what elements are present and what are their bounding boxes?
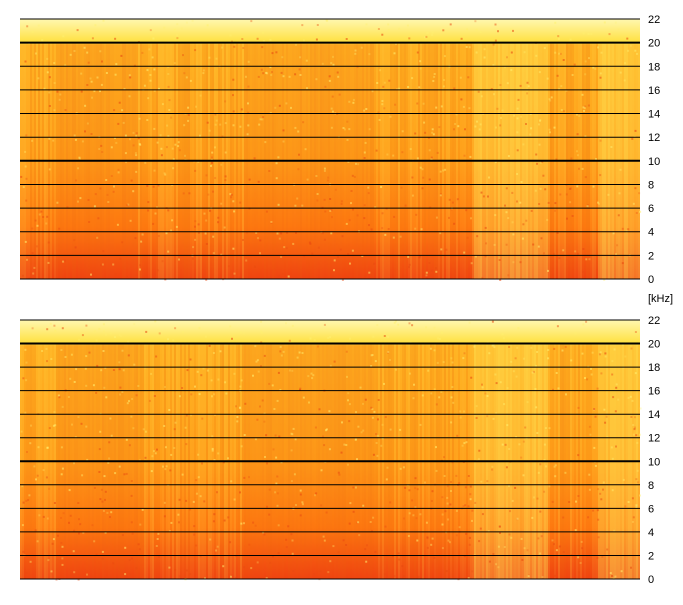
y-tick-label-16: 16 [648,85,660,97]
y-tick-label-14: 14 [648,109,660,121]
spectrogram-panel-1: 0 2 4 6 8 10 12 14 16 18 20 22 [20,14,660,286]
y-tick-label-20: 20 [648,339,660,351]
y-tick-label-10: 10 [648,156,660,168]
spectrogram-panel-2: 0 2 4 6 8 10 12 14 16 18 20 22 [20,315,660,586]
spectrogram-texture [20,19,642,281]
y-tick-label-16: 16 [648,386,660,398]
y-tick-label-4: 4 [648,227,654,239]
y-tick-label-6: 6 [648,503,654,515]
y-tick-label-22: 22 [648,14,660,26]
y-tick-label-0: 0 [648,274,654,286]
y-tick-label-12: 12 [648,433,660,445]
y-tick-label-4: 4 [648,527,654,539]
y-tick-label-8: 8 [648,180,654,192]
y-tick-label-10: 10 [648,456,660,468]
y-tick-label-2: 2 [648,551,654,563]
y-tick-label-18: 18 [648,61,660,73]
y-tick-label-6: 6 [648,203,654,215]
y-tick-label-22: 22 [648,315,660,327]
y-tick-label-14: 14 [648,409,660,421]
y-tick-label-2: 2 [648,250,654,262]
frequency-unit-label: [kHz] [648,293,673,305]
y-tick-label-18: 18 [648,362,660,374]
y-tick-label-8: 8 [648,480,654,492]
y-tick-label-0: 0 [648,574,654,586]
spectrogram-texture [20,320,642,581]
spectrogram-background [20,19,640,279]
y-tick-label-12: 12 [648,132,660,144]
y-tick-label-20: 20 [648,38,660,50]
